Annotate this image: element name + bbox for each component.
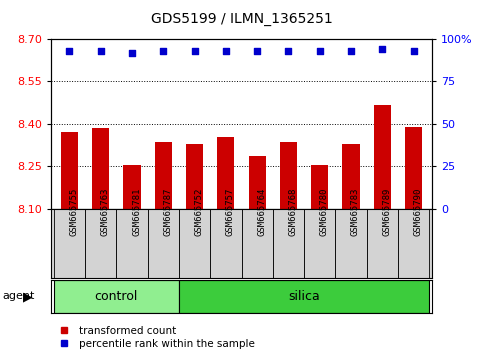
Bar bbox=[374, 105, 391, 209]
Point bbox=[378, 46, 386, 52]
Legend: transformed count, percentile rank within the sample: transformed count, percentile rank withi… bbox=[54, 326, 255, 349]
Text: silica: silica bbox=[288, 290, 320, 303]
Point bbox=[316, 48, 324, 54]
Text: GSM665757: GSM665757 bbox=[226, 188, 235, 236]
Point bbox=[347, 48, 355, 54]
Point bbox=[222, 48, 230, 54]
Point bbox=[66, 48, 73, 54]
Text: GSM665768: GSM665768 bbox=[288, 188, 298, 236]
Bar bbox=[148, 209, 179, 278]
Point bbox=[410, 48, 417, 54]
Bar bbox=[217, 137, 234, 209]
Bar bbox=[273, 209, 304, 278]
Bar bbox=[116, 209, 148, 278]
Text: GSM665763: GSM665763 bbox=[101, 188, 110, 236]
Bar bbox=[179, 209, 210, 278]
Bar bbox=[155, 142, 172, 209]
Point bbox=[253, 48, 261, 54]
Bar bbox=[280, 142, 297, 209]
Text: ▶: ▶ bbox=[23, 290, 33, 303]
Text: control: control bbox=[95, 290, 138, 303]
Text: GSM665755: GSM665755 bbox=[70, 188, 78, 236]
Bar bbox=[405, 127, 422, 209]
Text: GSM665787: GSM665787 bbox=[163, 188, 172, 236]
Text: GSM665752: GSM665752 bbox=[195, 188, 204, 236]
Bar bbox=[179, 280, 429, 313]
Bar bbox=[54, 209, 85, 278]
Bar bbox=[367, 209, 398, 278]
Bar bbox=[398, 209, 429, 278]
Bar bbox=[335, 209, 367, 278]
Point bbox=[97, 48, 105, 54]
Bar bbox=[92, 128, 109, 209]
Bar bbox=[311, 165, 328, 209]
Bar bbox=[61, 132, 78, 209]
Text: GSM665781: GSM665781 bbox=[132, 188, 141, 236]
Bar bbox=[186, 144, 203, 209]
Point bbox=[159, 48, 167, 54]
Point bbox=[191, 48, 199, 54]
Bar bbox=[249, 156, 266, 209]
Point bbox=[284, 48, 292, 54]
Bar bbox=[342, 144, 359, 209]
Text: GSM665764: GSM665764 bbox=[257, 188, 266, 236]
Bar bbox=[85, 209, 116, 278]
Text: agent: agent bbox=[2, 291, 35, 302]
Bar bbox=[54, 280, 179, 313]
Point bbox=[128, 50, 136, 55]
Text: GDS5199 / ILMN_1365251: GDS5199 / ILMN_1365251 bbox=[151, 12, 332, 27]
Bar bbox=[124, 165, 141, 209]
Bar bbox=[242, 209, 273, 278]
Text: GSM665789: GSM665789 bbox=[382, 188, 391, 236]
Text: GSM665780: GSM665780 bbox=[320, 188, 329, 236]
Bar bbox=[304, 209, 335, 278]
Text: GSM665783: GSM665783 bbox=[351, 188, 360, 236]
Text: GSM665790: GSM665790 bbox=[413, 188, 423, 236]
Bar bbox=[210, 209, 242, 278]
